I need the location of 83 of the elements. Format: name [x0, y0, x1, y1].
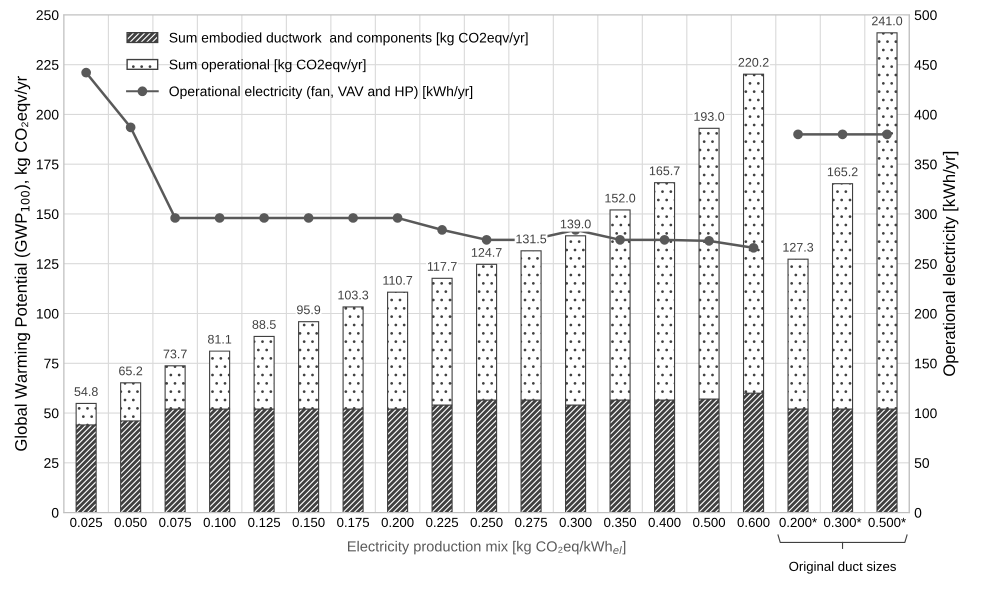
point — [392, 213, 402, 223]
x-tick-label: 0.100 — [204, 518, 236, 528]
y-tick-label: 75 — [44, 358, 58, 368]
total-label: 139.0 — [560, 220, 591, 228]
y2-tick-label: 300 — [914, 209, 937, 220]
x-tick-label: 0.225 — [426, 518, 458, 528]
total-label: 152.0 — [605, 194, 636, 203]
total-label: 117.7 — [428, 262, 457, 271]
total-label: 127.3 — [783, 242, 814, 252]
y-tick-label: 175 — [36, 160, 58, 170]
point — [838, 129, 848, 140]
total-label: 95.9 — [297, 305, 320, 314]
total-label: 165.2 — [828, 167, 858, 176]
x-tick-label: 0.175 — [337, 518, 370, 528]
point — [704, 236, 714, 246]
legend-label: Sum embodied ductwork and components [kg CO2eqv/yr] — [169, 32, 528, 46]
x-tick-label: 0.125 — [248, 518, 280, 528]
point — [304, 213, 314, 223]
point — [660, 234, 670, 245]
y2-tick-label: 400 — [914, 110, 937, 120]
point — [214, 213, 224, 223]
x-tick-label: 0.275 — [515, 518, 548, 528]
point — [748, 242, 758, 253]
y-tick-label: 250 — [36, 10, 58, 20]
point — [793, 129, 803, 140]
y-tick-label: 225 — [36, 60, 58, 70]
y2-tick-label: 350 — [914, 160, 937, 170]
x-tick-label: 0.075 — [159, 518, 192, 528]
y2-tick-label: 50 — [914, 458, 930, 468]
y-tick-label: 25 — [44, 458, 58, 468]
total-label: 193.0 — [694, 112, 724, 121]
total-label: 241.0 — [872, 16, 902, 26]
x-tick-label: 0.300* — [824, 518, 862, 528]
x-tick-label: 0.150 — [292, 518, 325, 528]
y2-tick-label: 150 — [915, 358, 937, 368]
point — [259, 213, 269, 223]
total-label: 73.7 — [164, 350, 187, 358]
y-axis-title: Global Warming Potential (GWP$_{100}$), kg CO₂eqv/yr — [14, 76, 30, 451]
y2-axis-title: Operational electricity [kWh/yr] — [942, 152, 958, 376]
y-tick-label: 50 — [44, 408, 58, 418]
total-label: 220.2 — [738, 58, 769, 67]
x-tick-label: 0.350 — [604, 518, 636, 528]
legend-label: Operational electricity (fan, VAV and HP) [kWh/yr] — [169, 86, 472, 99]
y2-tick-label: 0 — [914, 508, 922, 518]
text: Original duct sizes — [789, 561, 896, 574]
x-tick-label: 0.500* — [868, 518, 906, 528]
total-label: 88.5 — [252, 320, 276, 329]
total-label: 65.2 — [119, 366, 142, 376]
y-tick-label: 200 — [36, 110, 58, 120]
x-axis-title: Electricity production mix [kg CO₂eq/kWh$_{el}$] — [348, 540, 626, 554]
y2-tick-label: 500 — [914, 10, 937, 20]
y-tick-label: 150 — [36, 209, 58, 220]
point — [170, 213, 180, 223]
legend-label: Sum operational [kg CO2eqv/yr] — [169, 59, 366, 72]
y-tick-label: 125 — [36, 259, 58, 269]
x-tick-label: 0.400 — [648, 518, 681, 528]
x-tick-label: 0.500 — [693, 518, 726, 528]
point — [348, 213, 358, 223]
y2-tick-label: 100 — [915, 408, 937, 418]
total-label: 103.3 — [338, 290, 368, 300]
total-label: 81.1 — [208, 334, 232, 344]
y-tick-label: 100 — [36, 308, 58, 319]
point — [126, 122, 136, 132]
x-tick-label: 0.025 — [70, 518, 102, 528]
total-label: 124.7 — [472, 248, 502, 257]
x-tick-label: 0.300 — [560, 518, 592, 528]
x-tick-label: 0.050 — [114, 518, 147, 528]
y2-tick-label: 200 — [914, 308, 937, 319]
x-tick-label: 0.600 — [738, 518, 770, 528]
y-tick-label: 0 — [52, 508, 58, 518]
point — [482, 234, 492, 245]
point — [81, 68, 92, 78]
total-label: 110.7 — [383, 276, 412, 285]
y2-tick-label: 450 — [914, 60, 937, 70]
point — [615, 234, 625, 245]
point — [882, 129, 892, 140]
point — [437, 225, 447, 235]
x-tick-label: 0.200 — [382, 518, 414, 528]
total-label: 54.8 — [74, 387, 98, 396]
y2-tick-label: 250 — [914, 259, 937, 269]
x-tick-label: 0.250 — [470, 518, 503, 528]
total-label: 165.7 — [650, 166, 680, 176]
x-tick-label: 0.200* — [779, 518, 817, 528]
